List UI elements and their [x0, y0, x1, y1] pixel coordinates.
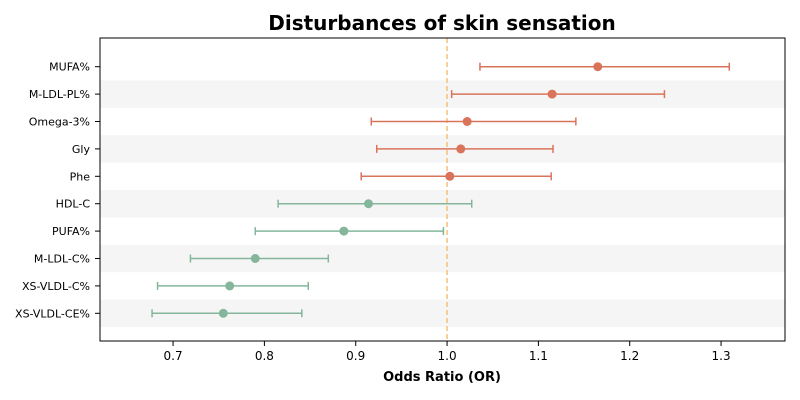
odds-ratio-point [593, 62, 603, 72]
row-band [100, 80, 785, 108]
odds-ratio-point [250, 254, 260, 263]
y-tick-label: MUFA% [49, 61, 90, 74]
x-axis-title: Odds Ratio (OR) [383, 370, 501, 385]
y-tick-label: XS-VLDL-CE% [15, 307, 90, 320]
chart-title: Disturbances of skin sensation [268, 11, 616, 35]
y-tick-label: Omega-3% [29, 116, 90, 129]
odds-ratio-point [218, 308, 228, 318]
y-tick-label: XS-VLDL-C% [22, 280, 90, 293]
odds-ratio-point [456, 144, 466, 154]
y-tick-label: M-LDL-C% [34, 253, 90, 266]
x-tick-label: 0.9 [346, 349, 365, 363]
y-tick-label: Phe [70, 170, 91, 183]
x-tick-label: 1.3 [712, 349, 731, 363]
odds-ratio-point [547, 89, 557, 99]
y-tick-label: Gly [72, 143, 91, 156]
y-tick-label: HDL-C [56, 198, 91, 211]
x-tick-label: 1.1 [529, 349, 548, 363]
odds-ratio-point [462, 117, 472, 126]
data-marks [151, 62, 731, 318]
x-tick-label: 1.2 [620, 349, 639, 363]
x-tick-label: 0.8 [255, 349, 274, 363]
odds-ratio-point [339, 226, 349, 236]
y-tick-label: M-LDL-PL% [29, 88, 90, 101]
y-tick-label: PUFA% [52, 225, 90, 238]
plot-frame [99, 37, 786, 342]
odds-ratio-point [225, 281, 235, 291]
x-tick-label: 0.7 [164, 349, 183, 363]
x-axis: 0.7 0.8 0.9 1.0 1.1 1.2 1.3 [164, 341, 731, 363]
odds-ratio-point [445, 171, 455, 181]
y-axis: MUFA% M-LDL-PL% Omega-3% Gly Phe HDL-C PUFA% M-… [15, 61, 100, 320]
x-tick-label: 1.0 [438, 349, 457, 363]
odds-ratio-point [364, 199, 374, 209]
